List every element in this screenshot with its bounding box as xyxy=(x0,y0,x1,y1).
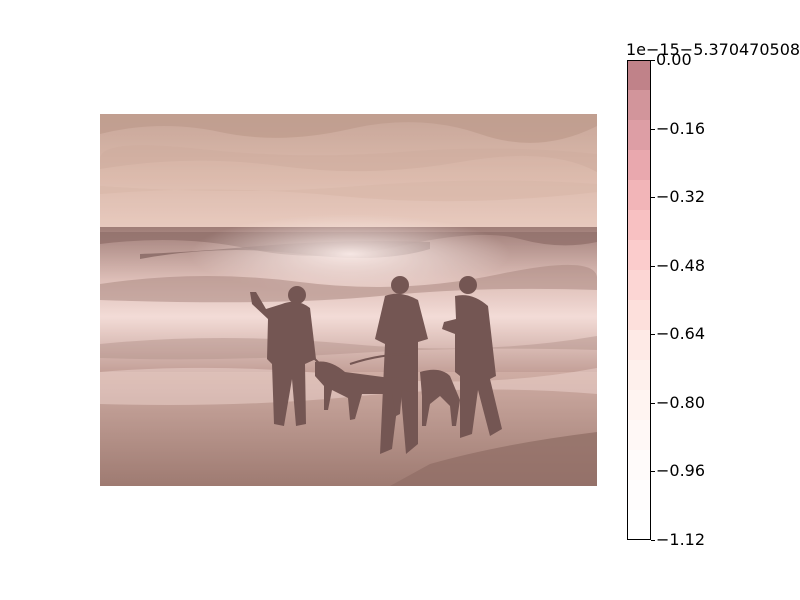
colorbar-tick-label: −0.16 xyxy=(656,119,706,138)
beach-photo xyxy=(100,114,597,486)
colorbar xyxy=(627,60,651,541)
beach-photo-drawing xyxy=(100,114,597,486)
colorbar-offset-label: 1e−15−5.370470508 xyxy=(626,40,800,59)
colorbar-segment xyxy=(627,120,651,151)
colorbar-segment xyxy=(627,270,651,301)
colorbar-segment xyxy=(627,210,651,241)
colorbar-tick-label: −0.32 xyxy=(656,187,706,206)
colorbar-segment xyxy=(627,420,651,451)
colorbar-tick-label: −1.12 xyxy=(656,530,706,549)
colorbar-segment xyxy=(627,450,651,481)
colorbar-tick-mark xyxy=(651,403,655,404)
colorbar-segment xyxy=(627,360,651,391)
colorbar-tick-mark xyxy=(651,266,655,267)
colorbar-segment xyxy=(627,510,651,541)
colorbar-tick-label: −0.96 xyxy=(656,461,706,480)
colorbar-segment xyxy=(627,240,651,271)
colorbar-segment xyxy=(627,180,651,211)
colorbar-tick-label: −0.80 xyxy=(656,393,706,412)
colorbar-tick-label: −0.48 xyxy=(656,256,706,275)
colorbar-tick-label: −0.64 xyxy=(656,324,706,343)
colorbar-segment xyxy=(627,390,651,421)
colorbar-tick-mark xyxy=(651,334,655,335)
colorbar-segment xyxy=(627,480,651,511)
colorbar-segment xyxy=(627,330,651,361)
colorbar-tick-mark xyxy=(651,129,655,130)
colorbar-tick-label: 0.00 xyxy=(656,50,692,69)
colorbar-tick-mark xyxy=(651,197,655,198)
colorbar-segment xyxy=(627,60,651,91)
colorbar-tick-mark xyxy=(651,540,655,541)
colorbar-segment xyxy=(627,300,651,331)
colorbar-segment xyxy=(627,90,651,121)
colorbar-segment xyxy=(627,150,651,181)
colorbar-tick-mark xyxy=(651,60,655,61)
colorbar-tick-mark xyxy=(651,471,655,472)
